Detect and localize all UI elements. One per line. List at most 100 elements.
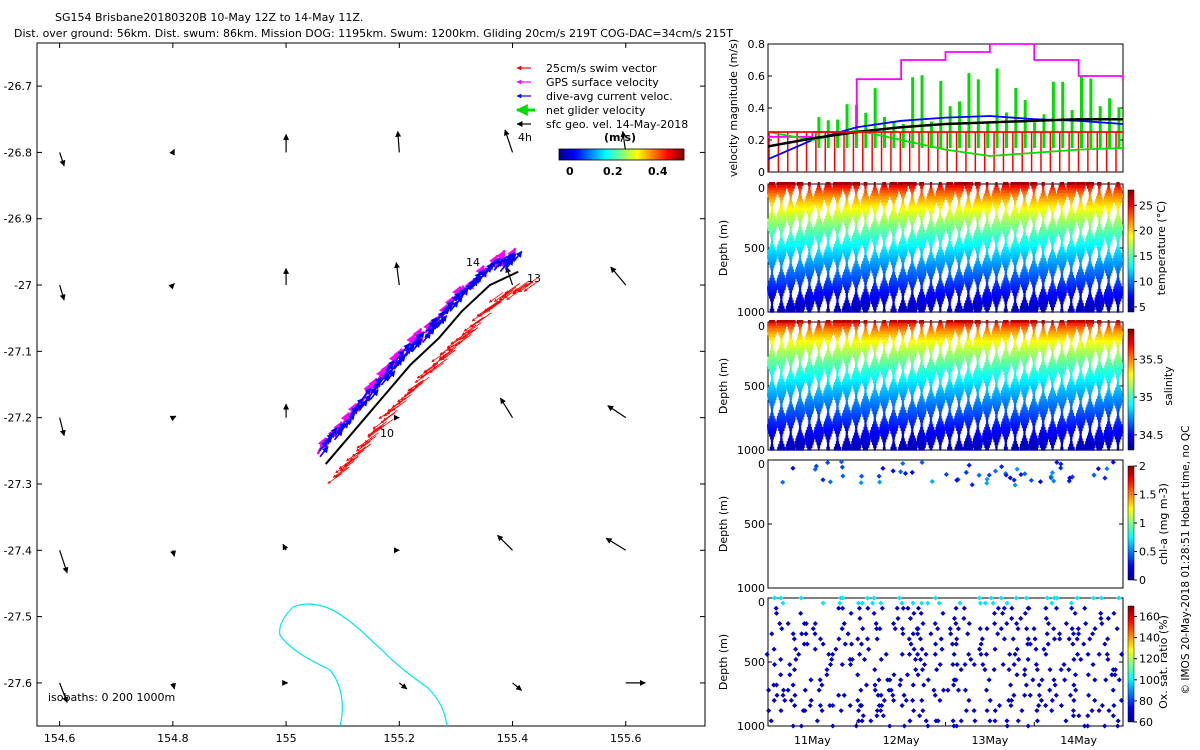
oxygen-point [817, 702, 823, 709]
oxygen-point [837, 600, 843, 606]
oxygen-point [872, 682, 878, 688]
oxygen-point [1013, 595, 1019, 601]
oxygen-point [769, 631, 775, 637]
oxygen-point [1070, 631, 1077, 637]
oxygen-points: 0 500 1000 [737, 595, 1125, 733]
dac-vector [513, 250, 523, 262]
oxygen-point [830, 723, 836, 729]
oxygen-point [874, 708, 880, 714]
map-colorbar [558, 148, 685, 161]
oxygen-point [778, 672, 784, 678]
oxygen-point [984, 708, 990, 714]
chla-point [859, 473, 865, 479]
legend-label-dac: dive-avg current veloc. [546, 90, 673, 103]
oxygen-point [1089, 708, 1095, 714]
oxygen-point [1011, 692, 1017, 698]
salinity-colorbar-ticks: 34.5 35 35.5 [1134, 353, 1164, 442]
swim-vector [523, 281, 539, 292]
oxygen-point [919, 600, 925, 606]
oxygen-point [817, 677, 823, 683]
oxygen-point [968, 656, 974, 662]
chla-point [976, 472, 982, 478]
oxygen-point [971, 662, 977, 668]
oxygen-point [1090, 595, 1097, 601]
swim-vector [514, 280, 529, 292]
oxygen-point [1105, 656, 1111, 662]
oxygen-point [958, 667, 964, 673]
chla-point [1018, 472, 1024, 478]
oxygen-point [912, 656, 919, 662]
swim-vector [505, 282, 521, 294]
oxygen-point [947, 626, 953, 632]
oxygen-point [812, 646, 818, 652]
oxygen-point [814, 718, 820, 724]
oxygen-point [771, 662, 778, 668]
oxygen-point [836, 605, 842, 611]
oxygen-point [1054, 595, 1060, 601]
map-y-tick-label: -26.8 [4, 146, 32, 159]
oxygen-point [782, 697, 788, 703]
chla-point [838, 459, 845, 465]
oxygen-point [780, 692, 786, 698]
oxygen-point [1072, 672, 1079, 678]
oxygen-point [863, 682, 870, 688]
temperature-colorbar [1127, 189, 1135, 313]
oxygen-point [788, 697, 794, 703]
oxygen-point [1032, 636, 1038, 642]
oxygen-point [830, 702, 836, 709]
oxygen-point [839, 662, 845, 668]
oxygen-point [841, 692, 847, 698]
oxygen-point [872, 687, 878, 693]
oxygen-point [1044, 631, 1050, 637]
oxygen-point [1004, 621, 1010, 627]
oxygen-point [1074, 636, 1080, 642]
oxygen-point [951, 651, 957, 657]
chla-point [1102, 475, 1108, 481]
oxygen-colorbar-tick-label: 140 [1139, 632, 1160, 645]
swim-vector [408, 382, 424, 393]
geo-vector [395, 130, 402, 153]
chla-point [919, 459, 925, 465]
oxygen-point [1073, 687, 1079, 693]
oxygen-point [1115, 723, 1121, 729]
chla-point [1012, 482, 1018, 488]
dac-vector [345, 413, 356, 425]
oxygen-point [913, 667, 919, 673]
chla-point [986, 472, 992, 478]
oxygen-point [785, 687, 791, 693]
oxygen-point [778, 708, 784, 714]
oxygen-point [1053, 605, 1060, 611]
oxygen-point [873, 621, 879, 627]
oxygen-point [1007, 651, 1013, 657]
chla-panel: 0 500 1000 Depth (m) 0 0.5 1 1.5 2 chl-a (mg m… [717, 458, 1170, 595]
oxygen-point [1098, 595, 1105, 601]
velocity-y-tick-label: 0.4 [748, 102, 766, 115]
oxygen-point [1009, 615, 1015, 622]
map-y-tick-label: -26.7 [4, 80, 32, 93]
oxygen-point [1022, 692, 1028, 698]
oxygen-point [911, 610, 917, 616]
oxygen-point [1023, 595, 1029, 601]
oxygen-point [817, 636, 824, 642]
oxygen-point [877, 626, 883, 632]
chla-point [898, 469, 904, 475]
swim-vector [484, 300, 499, 312]
temperature-y-tick-label: 0 [758, 182, 765, 195]
oxygen-point [1112, 672, 1118, 678]
oxygen-point [840, 595, 846, 601]
dac-vector [427, 317, 438, 329]
oxygen-point [1047, 687, 1053, 693]
oxygen-point [1074, 651, 1081, 657]
oxygen-point [980, 662, 986, 668]
oxygen-point [768, 718, 774, 724]
oxygen-point [774, 692, 780, 698]
dac-vector [362, 387, 372, 399]
chla-point [1003, 472, 1009, 478]
oxygen-point [766, 708, 772, 714]
oxygen-point [1076, 631, 1082, 637]
oxygen-point [878, 600, 884, 606]
temperature-colorbar-tick-label: 10 [1139, 276, 1153, 289]
oxygen-point [808, 697, 814, 703]
oxygen-point [1070, 713, 1077, 719]
geo-vector [169, 148, 175, 156]
